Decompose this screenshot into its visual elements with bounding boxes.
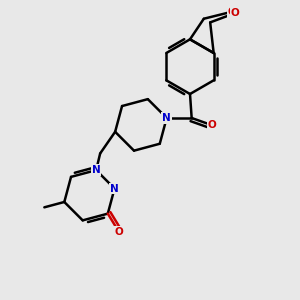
Text: O: O [230,8,239,18]
Text: O: O [115,227,123,237]
Text: N: N [110,184,119,194]
Text: O: O [228,7,236,17]
Text: N: N [162,113,171,123]
Text: N: N [92,165,100,175]
Text: O: O [208,120,217,130]
